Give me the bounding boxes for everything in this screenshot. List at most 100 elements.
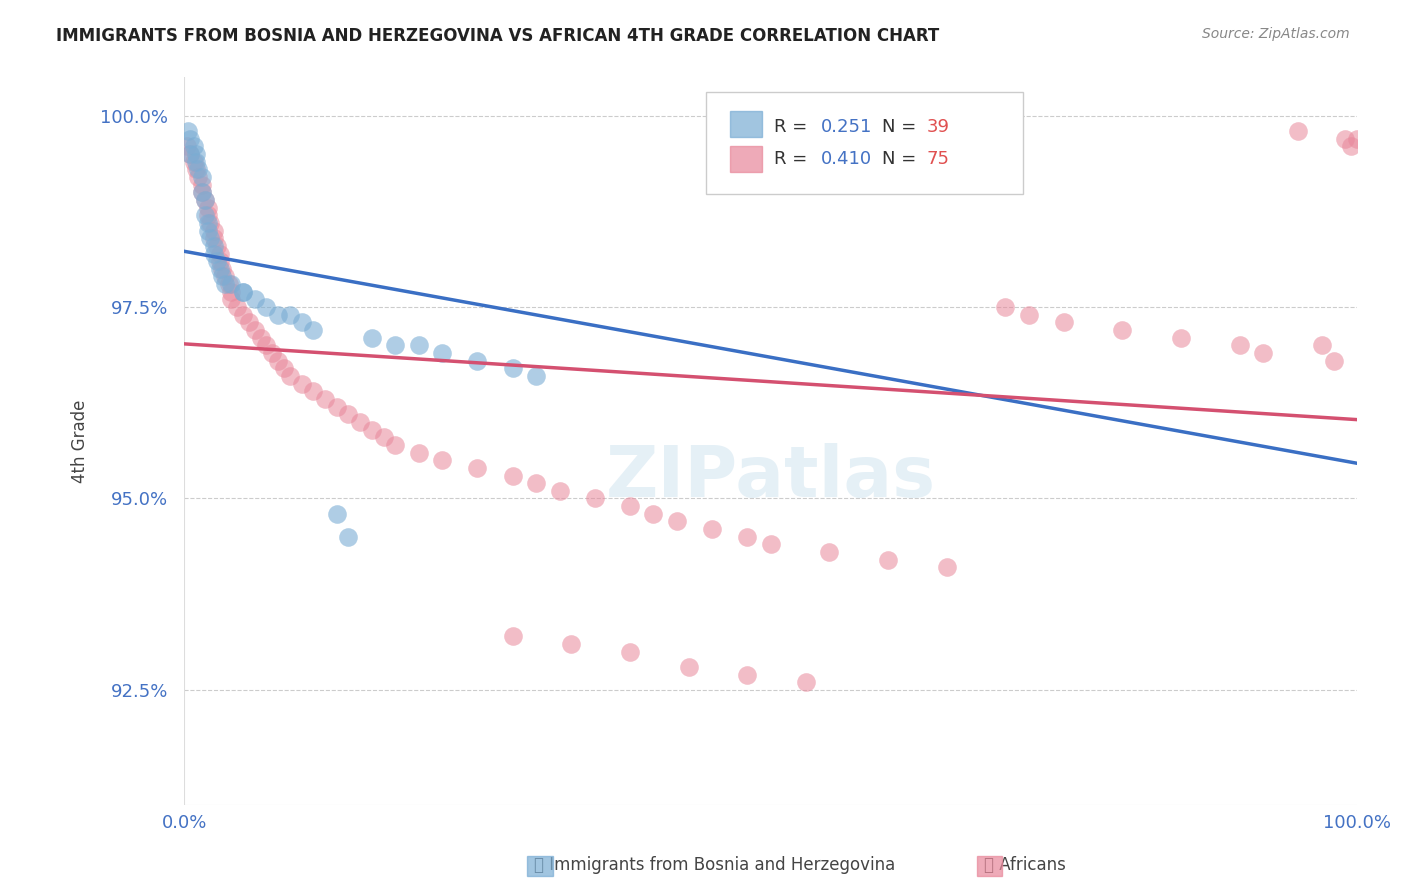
Point — [1346, 131, 1368, 145]
Point — [384, 438, 406, 452]
Text: Source: ZipAtlas.com: Source: ZipAtlas.com — [1202, 27, 1350, 41]
Point — [1286, 124, 1309, 138]
Point — [219, 293, 242, 307]
Point — [877, 552, 900, 566]
Point — [232, 308, 254, 322]
Point — [214, 269, 236, 284]
Point — [326, 507, 349, 521]
Point — [524, 369, 547, 384]
Point — [254, 300, 277, 314]
Point — [184, 147, 207, 161]
Point — [179, 131, 201, 145]
Point — [583, 491, 606, 506]
Point — [735, 530, 758, 544]
Point — [337, 407, 360, 421]
Point — [302, 323, 325, 337]
Point — [337, 530, 360, 544]
Point — [219, 285, 242, 299]
Point — [818, 545, 841, 559]
Point — [502, 361, 524, 376]
Text: ⬜ Africans: ⬜ Africans — [984, 856, 1066, 874]
Point — [994, 300, 1017, 314]
Point — [184, 154, 207, 169]
Point — [262, 346, 284, 360]
Point — [408, 338, 430, 352]
Point — [970, 131, 993, 145]
Point — [219, 277, 242, 292]
Point — [524, 476, 547, 491]
Point — [291, 376, 314, 391]
Point — [208, 261, 231, 276]
Point — [267, 353, 290, 368]
Point — [619, 499, 641, 513]
Point — [202, 223, 225, 237]
Point — [1251, 346, 1274, 360]
Point — [202, 231, 225, 245]
Point — [278, 369, 301, 384]
Point — [619, 644, 641, 658]
Point — [197, 223, 219, 237]
Point — [291, 315, 314, 329]
FancyBboxPatch shape — [706, 92, 1022, 194]
Text: ZIPatlas: ZIPatlas — [606, 443, 936, 512]
Point — [361, 423, 384, 437]
Point — [198, 231, 221, 245]
Bar — [527, 856, 553, 876]
Text: IMMIGRANTS FROM BOSNIA AND HERZEGOVINA VS AFRICAN 4TH GRADE CORRELATION CHART: IMMIGRANTS FROM BOSNIA AND HERZEGOVINA V… — [56, 27, 939, 45]
Point — [373, 430, 395, 444]
Point — [232, 285, 254, 299]
Point — [665, 515, 688, 529]
Point — [432, 346, 454, 360]
Point — [314, 392, 336, 406]
Point — [254, 338, 277, 352]
Point — [278, 308, 301, 322]
Point — [191, 186, 214, 200]
Text: R =: R = — [775, 150, 813, 168]
Point — [361, 331, 384, 345]
Point — [548, 483, 571, 498]
Point — [759, 537, 782, 551]
Point — [249, 331, 271, 345]
Point — [183, 139, 205, 153]
Point — [191, 186, 214, 200]
Point — [208, 254, 231, 268]
Point — [384, 338, 406, 352]
Point — [678, 660, 700, 674]
Point — [467, 460, 489, 475]
Point — [187, 169, 209, 184]
Point — [1053, 315, 1076, 329]
Bar — [730, 111, 762, 137]
Point — [1111, 323, 1133, 337]
Text: N =: N = — [882, 150, 922, 168]
Point — [1310, 338, 1333, 352]
Bar — [977, 856, 1002, 876]
Point — [735, 667, 758, 681]
Point — [205, 239, 228, 253]
Point — [197, 216, 219, 230]
Point — [218, 277, 240, 292]
Point — [935, 560, 957, 574]
Bar — [730, 145, 762, 172]
Point — [214, 277, 236, 292]
Point — [1340, 139, 1362, 153]
Point — [467, 353, 489, 368]
Point — [183, 154, 205, 169]
Point — [198, 216, 221, 230]
Y-axis label: 4th Grade: 4th Grade — [72, 400, 89, 483]
Point — [187, 162, 209, 177]
Point — [197, 201, 219, 215]
Point — [794, 675, 817, 690]
Point — [1334, 131, 1357, 145]
Point — [208, 246, 231, 260]
Point — [1018, 308, 1040, 322]
Point — [194, 193, 217, 207]
Point — [1322, 353, 1344, 368]
Point — [243, 323, 266, 337]
Text: 0.251: 0.251 — [821, 118, 873, 136]
Point — [273, 361, 295, 376]
Point — [197, 208, 219, 222]
Point — [302, 384, 325, 399]
Point — [326, 400, 349, 414]
Text: N =: N = — [882, 118, 922, 136]
Point — [211, 261, 233, 276]
